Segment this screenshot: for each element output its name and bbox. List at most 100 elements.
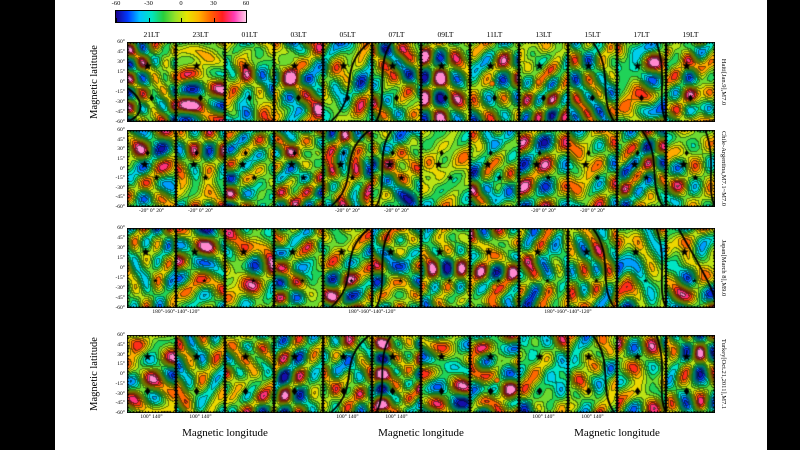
contour-panel (519, 335, 568, 413)
contour-map (127, 335, 176, 413)
y-tick-label: -45° (115, 295, 125, 301)
contour-map (617, 335, 666, 413)
contour-panel (127, 335, 176, 413)
contour-panel (666, 42, 715, 122)
contour-map (568, 335, 617, 413)
contour-map (568, 228, 617, 308)
colorbar-tick-label: 0 (179, 0, 183, 7)
figure-canvas: -60 -30 0 30 60 21LT 23LT 01LT 03LT 05LT 07LT 09LT… (55, 0, 767, 450)
contour-panel (470, 228, 519, 308)
y-tick-label: -60° (115, 305, 125, 311)
column-header: 13LT (535, 30, 552, 39)
contour-map (372, 228, 421, 308)
contour-map (617, 130, 666, 207)
contour-map (127, 42, 176, 122)
contour-panel (470, 130, 519, 207)
contour-map (225, 130, 274, 207)
x-tick-label: 100° 140° (581, 414, 604, 420)
colorbar-tick-label: 30 (210, 0, 217, 7)
x-tick-label: 100° 140° (532, 414, 555, 420)
column-header: 17LT (633, 30, 650, 39)
contour-panel (568, 130, 617, 207)
contour-panel (568, 335, 617, 413)
y-tick-label: 45° (117, 341, 125, 348)
y-tick-label: 60° (117, 39, 125, 45)
contour-map (323, 130, 372, 207)
column-header: 23LT (192, 30, 209, 39)
y-tick-label: 30° (117, 351, 125, 358)
y-tick-label: -45° (115, 109, 125, 115)
colorbar-tick-mark (213, 18, 215, 22)
contour-map (274, 228, 323, 308)
contour-map (617, 228, 666, 308)
contour-panel (421, 42, 470, 122)
y-tick-label: -15° (115, 380, 125, 387)
x-tick-label: 100° 140° (336, 414, 359, 420)
letterbox-left (0, 0, 55, 450)
contour-panel (176, 335, 225, 413)
contour-panel (372, 228, 421, 308)
contour-panel (274, 42, 323, 122)
y-tick-label: -15° (115, 175, 125, 182)
column-header: 19LT (682, 30, 699, 39)
y-tick-label: 15° (117, 69, 125, 75)
y-axis-title: Magnetic latitude (89, 337, 100, 411)
row-event-label: Chile-Argentina,M7.1~M7.0 (720, 130, 727, 207)
y-tick-label: 60° (117, 127, 125, 133)
contour-map (470, 42, 519, 122)
contour-map (519, 228, 568, 308)
contour-map (519, 42, 568, 122)
y-tick-label: 15° (117, 255, 125, 261)
x-tick-label: -20° 0° 20° (384, 208, 409, 214)
column-header: 07LT (388, 30, 405, 39)
column-header: 21LT (143, 30, 160, 39)
contour-panel (225, 42, 274, 122)
y-tick-label: 30° (117, 59, 125, 65)
x-tick-label: 100° 140° (385, 414, 408, 420)
contour-map (274, 335, 323, 413)
y-tick-label: -45° (115, 400, 125, 407)
contour-map (225, 42, 274, 122)
y-tick-label: 30° (117, 245, 125, 251)
colorbar-tick-label: -60 (111, 0, 121, 7)
contour-map (274, 130, 323, 207)
y-tick-label: -15° (115, 89, 125, 95)
contour-map (176, 42, 225, 122)
y-tick-label: 60° (117, 332, 125, 338)
x-axis-title: Magnetic longitude (574, 427, 660, 439)
contour-map (470, 130, 519, 207)
contour-panel (323, 42, 372, 122)
contour-map (666, 228, 715, 308)
contour-panel (225, 228, 274, 308)
colorbar-tick-label: -30 (144, 0, 153, 7)
contour-panel (225, 335, 274, 413)
contour-panel (274, 130, 323, 207)
column-header: 09LT (437, 30, 454, 39)
y-tick-label: -60° (115, 119, 125, 125)
contour-map (225, 335, 274, 413)
contour-map (176, 335, 225, 413)
contour-panel (372, 130, 421, 207)
contour-panel (617, 42, 666, 122)
y-tick-label: -45° (115, 194, 125, 201)
contour-panel (666, 130, 715, 207)
y-tick-label: 0° (120, 371, 125, 377)
x-tick-label: 180°-160°-140°-120° (348, 309, 396, 315)
y-tick-label: 45° (117, 49, 125, 55)
contour-panel (323, 130, 372, 207)
contour-panel (176, 228, 225, 308)
y-tick-label: 30° (117, 146, 125, 153)
contour-panel (519, 228, 568, 308)
contour-panel (617, 130, 666, 207)
y-tick-label: -60° (115, 204, 125, 210)
contour-panel (274, 335, 323, 413)
x-tick-label: 100° 140° (189, 414, 212, 420)
contour-map (323, 335, 372, 413)
y-tick-label: 15° (117, 155, 125, 162)
y-axis-title: Magnetic latitude (89, 45, 100, 119)
y-tick-label: -30° (115, 99, 125, 105)
contour-panel (421, 335, 470, 413)
y-tick-label: 15° (117, 361, 125, 368)
contour-panel (372, 335, 421, 413)
